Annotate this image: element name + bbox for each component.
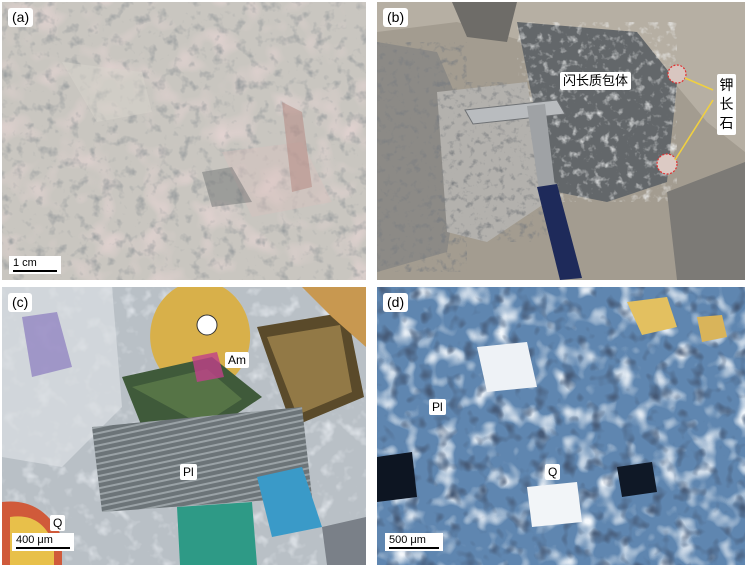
mineral-label-q: Q [50, 515, 66, 531]
panel-c-scale-text: 400 μm [16, 534, 53, 546]
panel-d-scale-bar: 500 μm [385, 533, 443, 551]
panel-a-scale-text: 1 cm [13, 257, 37, 269]
thin-section-d [377, 287, 745, 565]
scale-bar-line [13, 270, 57, 272]
scale-bar-line [16, 547, 70, 549]
mineral-label-am: Am [225, 352, 249, 368]
mineral-label-pl: Pl [180, 464, 197, 480]
panel-a-label: (a) [8, 8, 34, 27]
scale-bar-line [389, 547, 439, 549]
panel-d-label: (d) [383, 293, 409, 312]
granite-photo [2, 2, 366, 280]
panel-b-label: (b) [383, 8, 409, 27]
panel-d: (d) Pl Q 500 μm [377, 287, 745, 565]
k-feldspar-annotation: 钾长石 [717, 74, 736, 135]
panel-d-scale-text: 500 μm [389, 534, 426, 546]
enclave-annotation: 闪长质包体 [560, 72, 632, 90]
panel-b: (b) 闪长质包体 钾长石 [377, 2, 745, 280]
thin-section-c [2, 287, 366, 565]
panel-a: (a) 1 cm [2, 2, 366, 280]
panel-c-scale-bar: 400 μm [12, 533, 74, 551]
mineral-label-pl: Pl [429, 399, 446, 415]
outcrop-photo [377, 2, 745, 280]
panel-c: (c) Am Pl Q 400 μm [2, 287, 366, 565]
panel-c-label: (c) [8, 293, 33, 312]
mineral-label-q: Q [545, 464, 561, 480]
panel-a-scale-bar: 1 cm [9, 256, 61, 274]
